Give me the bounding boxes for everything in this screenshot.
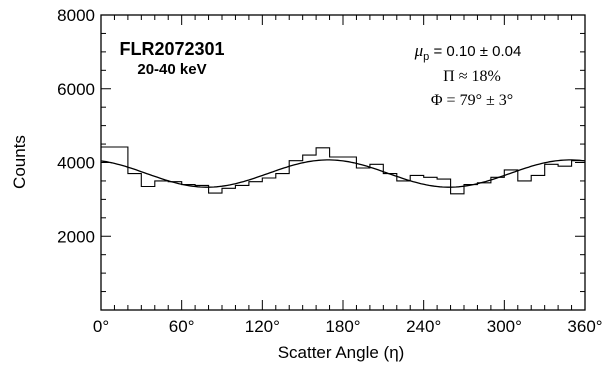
x-tick-label: 120° [245, 317, 280, 336]
x-tick-labels: 0° 60° 120° 180° 240° 300° 360° [93, 317, 603, 336]
y-tick-label: 8000 [57, 6, 95, 25]
annotation-mu: μp = 0.10 ± 0.04 [414, 41, 522, 63]
x-tick-label: 300° [487, 317, 522, 336]
x-tick-label: 360° [567, 317, 602, 336]
annotation-mu-value: = 0.10 ± 0.04 [429, 43, 521, 60]
chart-subtitle: 20-40 keV [137, 61, 206, 78]
y-tick-label: 6000 [57, 80, 95, 99]
y-axis-title: Counts [10, 135, 29, 189]
chart-title: FLR2072301 [119, 39, 224, 59]
annotation-pi: Π ≈ 18% [443, 68, 501, 85]
y-tick-label: 4000 [57, 154, 95, 173]
annotation-mu-subscript: p [423, 51, 429, 63]
x-tick-label: 0° [93, 317, 109, 336]
x-axis-title: Scatter Angle (η) [278, 343, 405, 362]
histogram-series-line [101, 146, 585, 195]
x-tick-label: 180° [325, 317, 360, 336]
model-fit-curve [100, 159, 586, 188]
plot-frame [100, 14, 586, 311]
annotation-mu-symbol: μ [414, 41, 424, 60]
x-tick-label: 240° [406, 317, 441, 336]
x-tick-label: 60° [169, 317, 195, 336]
y-tick-label: 2000 [57, 227, 95, 246]
annotation-phi: Φ = 79° ± 3° [431, 92, 513, 109]
y-tick-labels: 2000 4000 6000 8000 [57, 6, 95, 246]
